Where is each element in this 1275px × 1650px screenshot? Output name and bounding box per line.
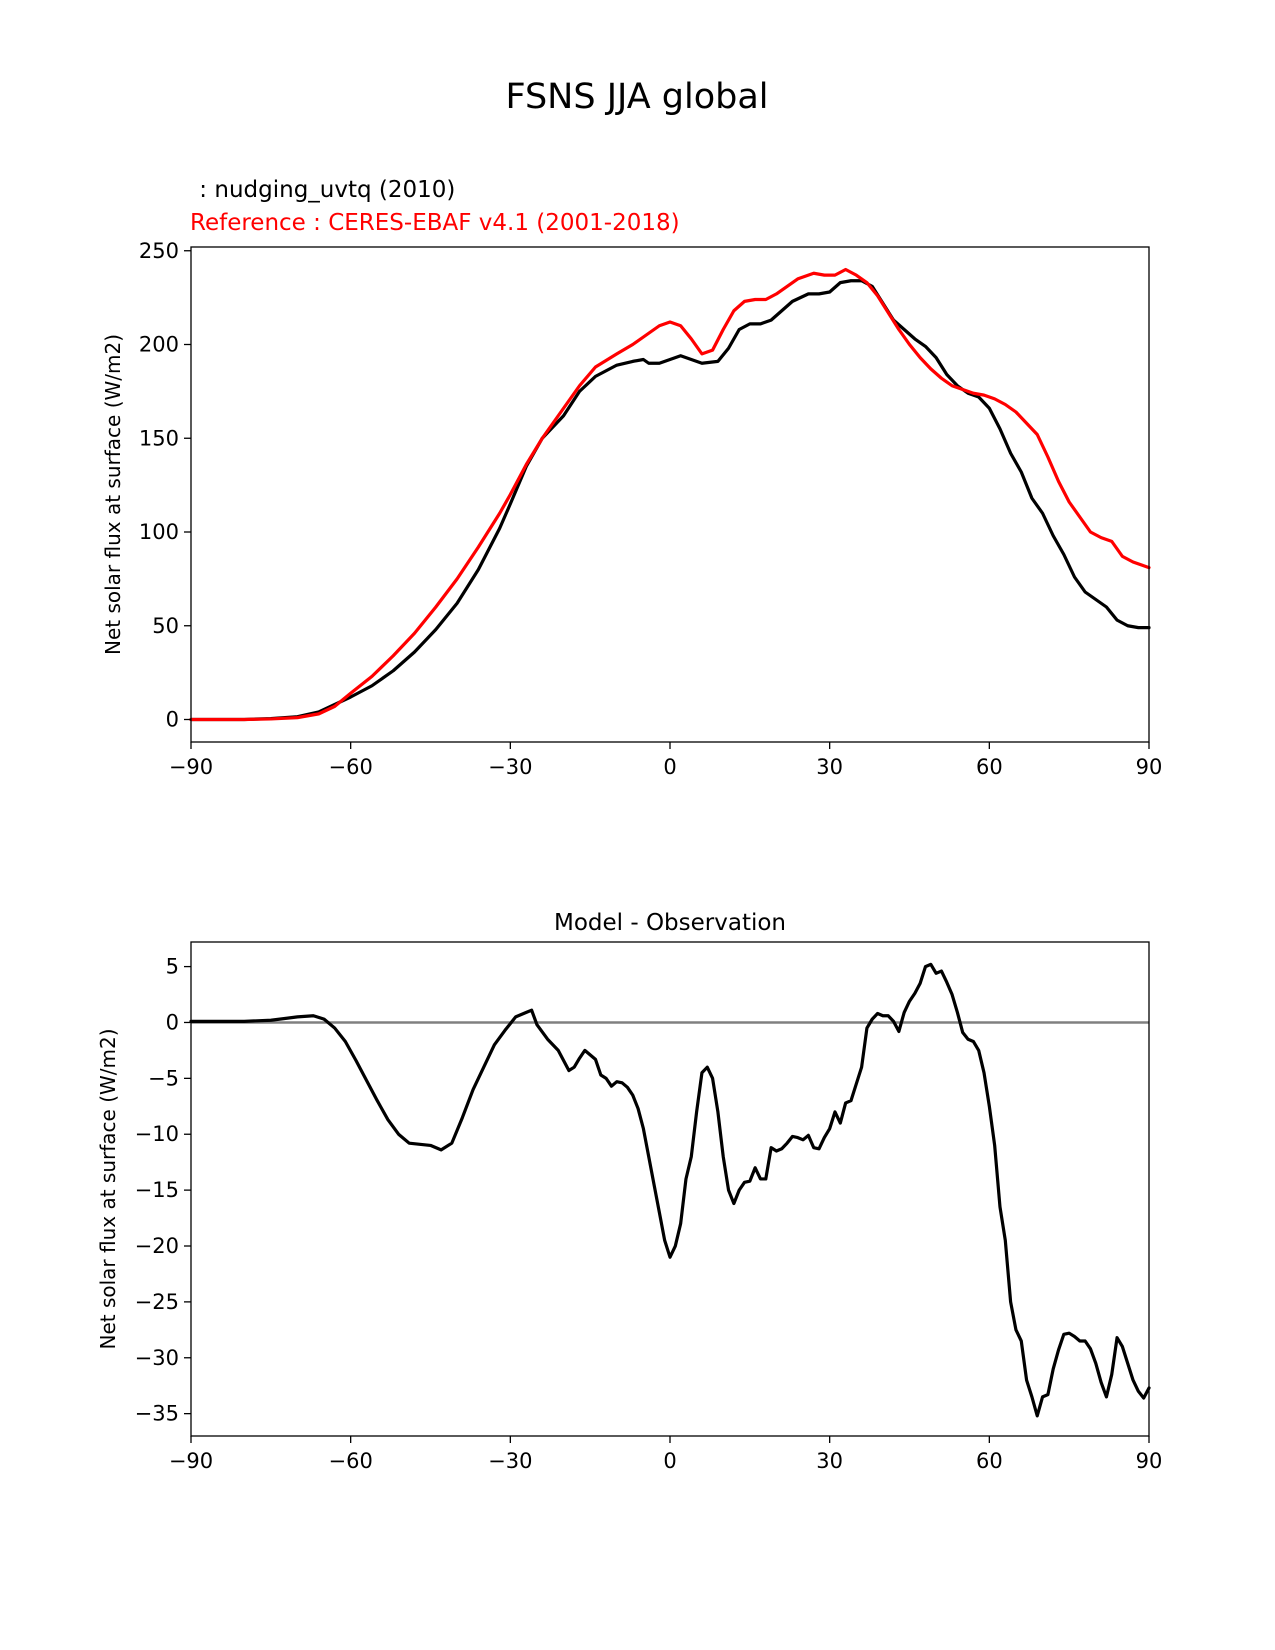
bottom-xtick-label: −60: [329, 1449, 373, 1473]
top-series-0-line: [189, 279, 1151, 722]
top-ytick-label: 150: [139, 426, 179, 450]
bottom-ylabel: Net solar flux at surface (W/m2): [96, 1028, 120, 1349]
bottom-ytick-label: −15: [135, 1178, 179, 1202]
top-ylabel: Net solar flux at surface (W/m2): [101, 334, 125, 655]
bottom-ytick-label: 5: [166, 955, 179, 979]
top-ytick-label: 0: [166, 708, 179, 732]
bottom-xtick-label: 60: [976, 1449, 1003, 1473]
bottom-xtick-label: −30: [488, 1449, 532, 1473]
bottom-ytick-label: −20: [135, 1234, 179, 1258]
bottom-ytick-label: −25: [135, 1290, 179, 1314]
bottom-plot-frame: [190, 941, 1150, 1437]
top-ytick-label: 50: [152, 614, 179, 638]
chart-top: −90 −60 −30 0 30 60 90 0 50 100 150 200 250 Net solar…: [101, 239, 1162, 779]
top-xtick-label: −60: [329, 755, 373, 779]
bottom-ytick-label: −30: [135, 1346, 179, 1370]
bottom-xtick-label: 30: [816, 1449, 843, 1473]
legend-test-label: : nudging_uvtq (2010): [192, 177, 455, 203]
bottom-xtick-label: 90: [1136, 1449, 1163, 1473]
bottom-title: Model - Observation: [554, 910, 786, 936]
bottom-ytick-label: −35: [135, 1402, 179, 1426]
chart-bottom-difference: −90 −60 −30 0 30 60 90 5 0 −5 −10 −15 −20 −25 −30 −35 Ne…: [96, 910, 1162, 1473]
top-xtick-label: 0: [663, 755, 676, 779]
bottom-xtick-label: 0: [663, 1449, 676, 1473]
top-xtick-label: 60: [976, 755, 1003, 779]
top-series-1-line: [189, 267, 1151, 722]
top-xtick-label: 90: [1136, 755, 1163, 779]
bottom-series-0-line: [189, 962, 1151, 1418]
bottom-ytick-label: −10: [135, 1122, 179, 1146]
legend-reference-label: Reference : CERES-EBAF v4.1 (2001-2018): [190, 210, 680, 236]
top-xtick-label: −30: [488, 755, 532, 779]
bottom-ytick-label: 0: [166, 1010, 179, 1034]
bottom-xtick-label: −90: [169, 1449, 213, 1473]
bottom-ytick-label: −5: [148, 1066, 179, 1090]
top-xtick-label: −90: [169, 755, 213, 779]
top-xtick-label: 30: [816, 755, 843, 779]
top-ytick-label: 100: [139, 520, 179, 544]
top-ytick-label: 250: [139, 239, 179, 263]
top-ytick-label: 200: [139, 333, 179, 357]
figure-title: FSNS JJA global: [505, 77, 768, 117]
